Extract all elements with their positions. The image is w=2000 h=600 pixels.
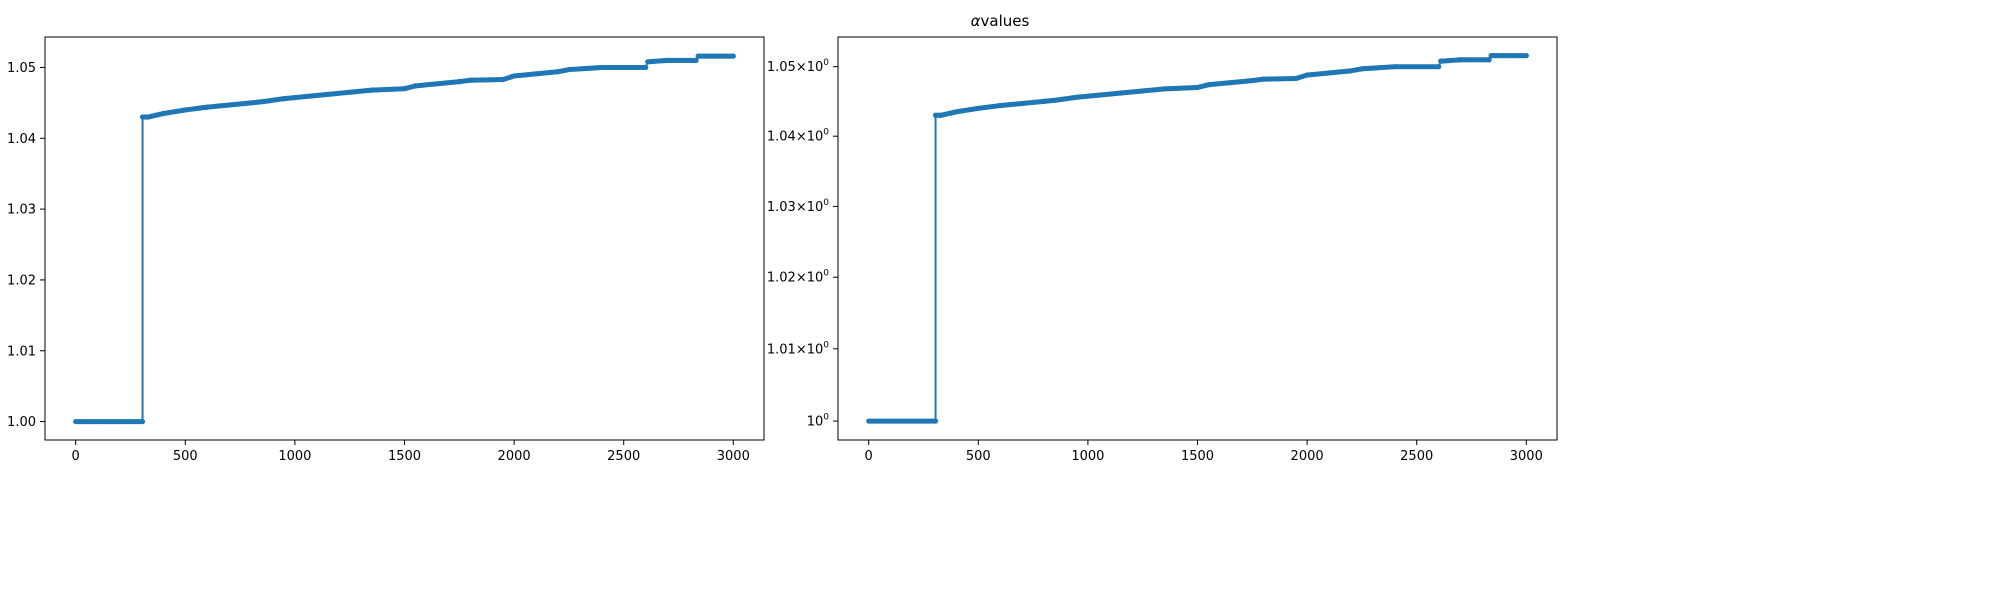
y-tick-label: 1.01 [7, 344, 36, 359]
x-tick-label: 2500 [607, 449, 640, 464]
x-tick-label: 1000 [1071, 449, 1104, 464]
right-subplot: 0 500 1000 1500 2000 2500 3000 1.05×100 1.04×100… [767, 36, 1558, 464]
x-tick-label: 2000 [1291, 449, 1324, 464]
figure-title-alpha: α [971, 12, 981, 30]
x-tick-label: 500 [966, 449, 991, 464]
y-tick-label: 1.04×100 [767, 128, 829, 145]
data-point [730, 53, 736, 59]
x-tick-label: 0 [72, 449, 80, 464]
x-tick-label: 3000 [717, 449, 750, 464]
x-tick-label: 1500 [388, 449, 421, 464]
data-point [932, 418, 939, 424]
y-tick-label: 1.05×100 [767, 58, 829, 75]
axes-frame [837, 36, 1558, 441]
y-tick-label: 1.04 [7, 132, 36, 147]
y-tick-label: 1.03×100 [767, 198, 829, 215]
y-tick-label: 1.01×100 [767, 340, 829, 357]
y-tick-label: 100 [807, 413, 830, 430]
data-point [693, 57, 699, 63]
x-tick-label: 500 [173, 449, 198, 464]
x-tick-label: 1000 [278, 449, 311, 464]
y-tick-label: 1.02×100 [767, 269, 829, 286]
figure-title: αvalues [971, 12, 1030, 30]
x-tick-label: 2000 [498, 449, 531, 464]
data-point [1486, 57, 1492, 63]
y-tick-label: 1.05 [7, 61, 36, 76]
y-tick-label: 1.02 [7, 273, 36, 288]
x-tick-label: 2500 [1400, 449, 1433, 464]
x-tick-label: 0 [865, 449, 873, 464]
data-point [1523, 53, 1529, 59]
y-tick-label: 1.03 [7, 203, 36, 218]
data-point [643, 64, 649, 71]
axes-frame [44, 36, 765, 441]
left-subplot: 0 500 1000 1500 2000 2500 3000 1.00 1.01 1.02 1.03… [7, 36, 765, 464]
y-tick-label: 1.00 [7, 415, 36, 430]
figure-title-text: values [981, 12, 1030, 30]
x-tick-label: 3000 [1510, 449, 1543, 464]
data-point [139, 418, 146, 425]
x-tick-label: 1500 [1181, 449, 1214, 464]
data-point [1436, 64, 1442, 70]
